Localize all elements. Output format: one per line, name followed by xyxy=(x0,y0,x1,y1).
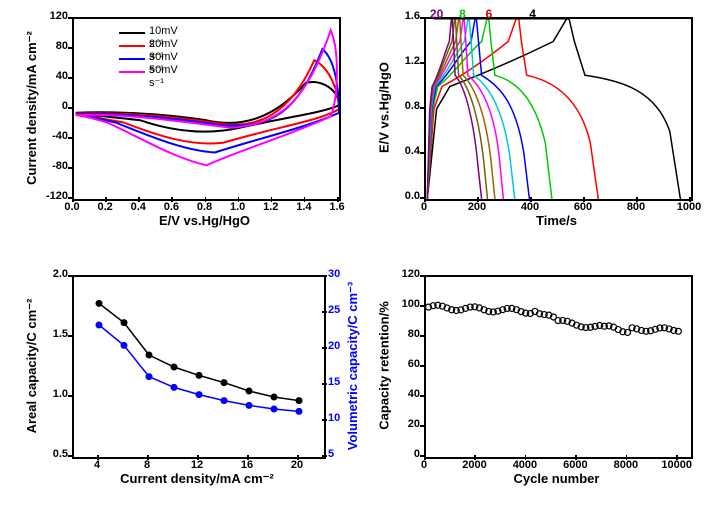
y2-axis-label: Volumetric capacity/C cm⁻³ xyxy=(345,266,361,466)
x-axis-label: Current density/mA cm⁻² xyxy=(72,471,322,487)
legend-line xyxy=(119,45,145,47)
x-axis-label: E/V vs.Hg/HgO xyxy=(72,213,337,228)
legend-line xyxy=(119,32,145,34)
y-axis-label: Areal capacity/C cm⁻² xyxy=(24,266,40,466)
plot-area-B: 20864 xyxy=(424,17,693,201)
x-axis-label: Time/s xyxy=(424,213,689,228)
plot-svg-B xyxy=(426,19,691,199)
panel-D: (D) Cycle number Capacity retention/% 02… xyxy=(412,268,692,478)
plot-area-D xyxy=(424,275,693,459)
x-axis-label: Cycle number xyxy=(424,471,689,486)
panel-B: (B) 20864 Time/s E/V vs.Hg/HgO 020040060… xyxy=(412,10,692,220)
plot-svg-D xyxy=(426,277,691,457)
plot-svg-A xyxy=(74,19,339,199)
panel-A: (A) 10mV s⁻¹ 20mV s⁻¹ 30mV s⁻¹ 50mV s⁻¹ … xyxy=(60,10,340,220)
figure: (A) 10mV s⁻¹ 20mV s⁻¹ 30mV s⁻¹ 50mV s⁻¹ … xyxy=(0,0,709,515)
plot-area-A: 10mV s⁻¹ 20mV s⁻¹ 30mV s⁻¹ 50mV s⁻¹ xyxy=(72,17,341,201)
legend-line xyxy=(119,58,145,60)
plot-area-C xyxy=(72,275,326,459)
plot-svg-C xyxy=(74,277,324,457)
panel-C: (C) Current density/mA cm⁻² Areal capaci… xyxy=(60,268,340,478)
legend-line xyxy=(119,71,145,73)
legend-label: 50mV s⁻¹ xyxy=(149,64,178,89)
